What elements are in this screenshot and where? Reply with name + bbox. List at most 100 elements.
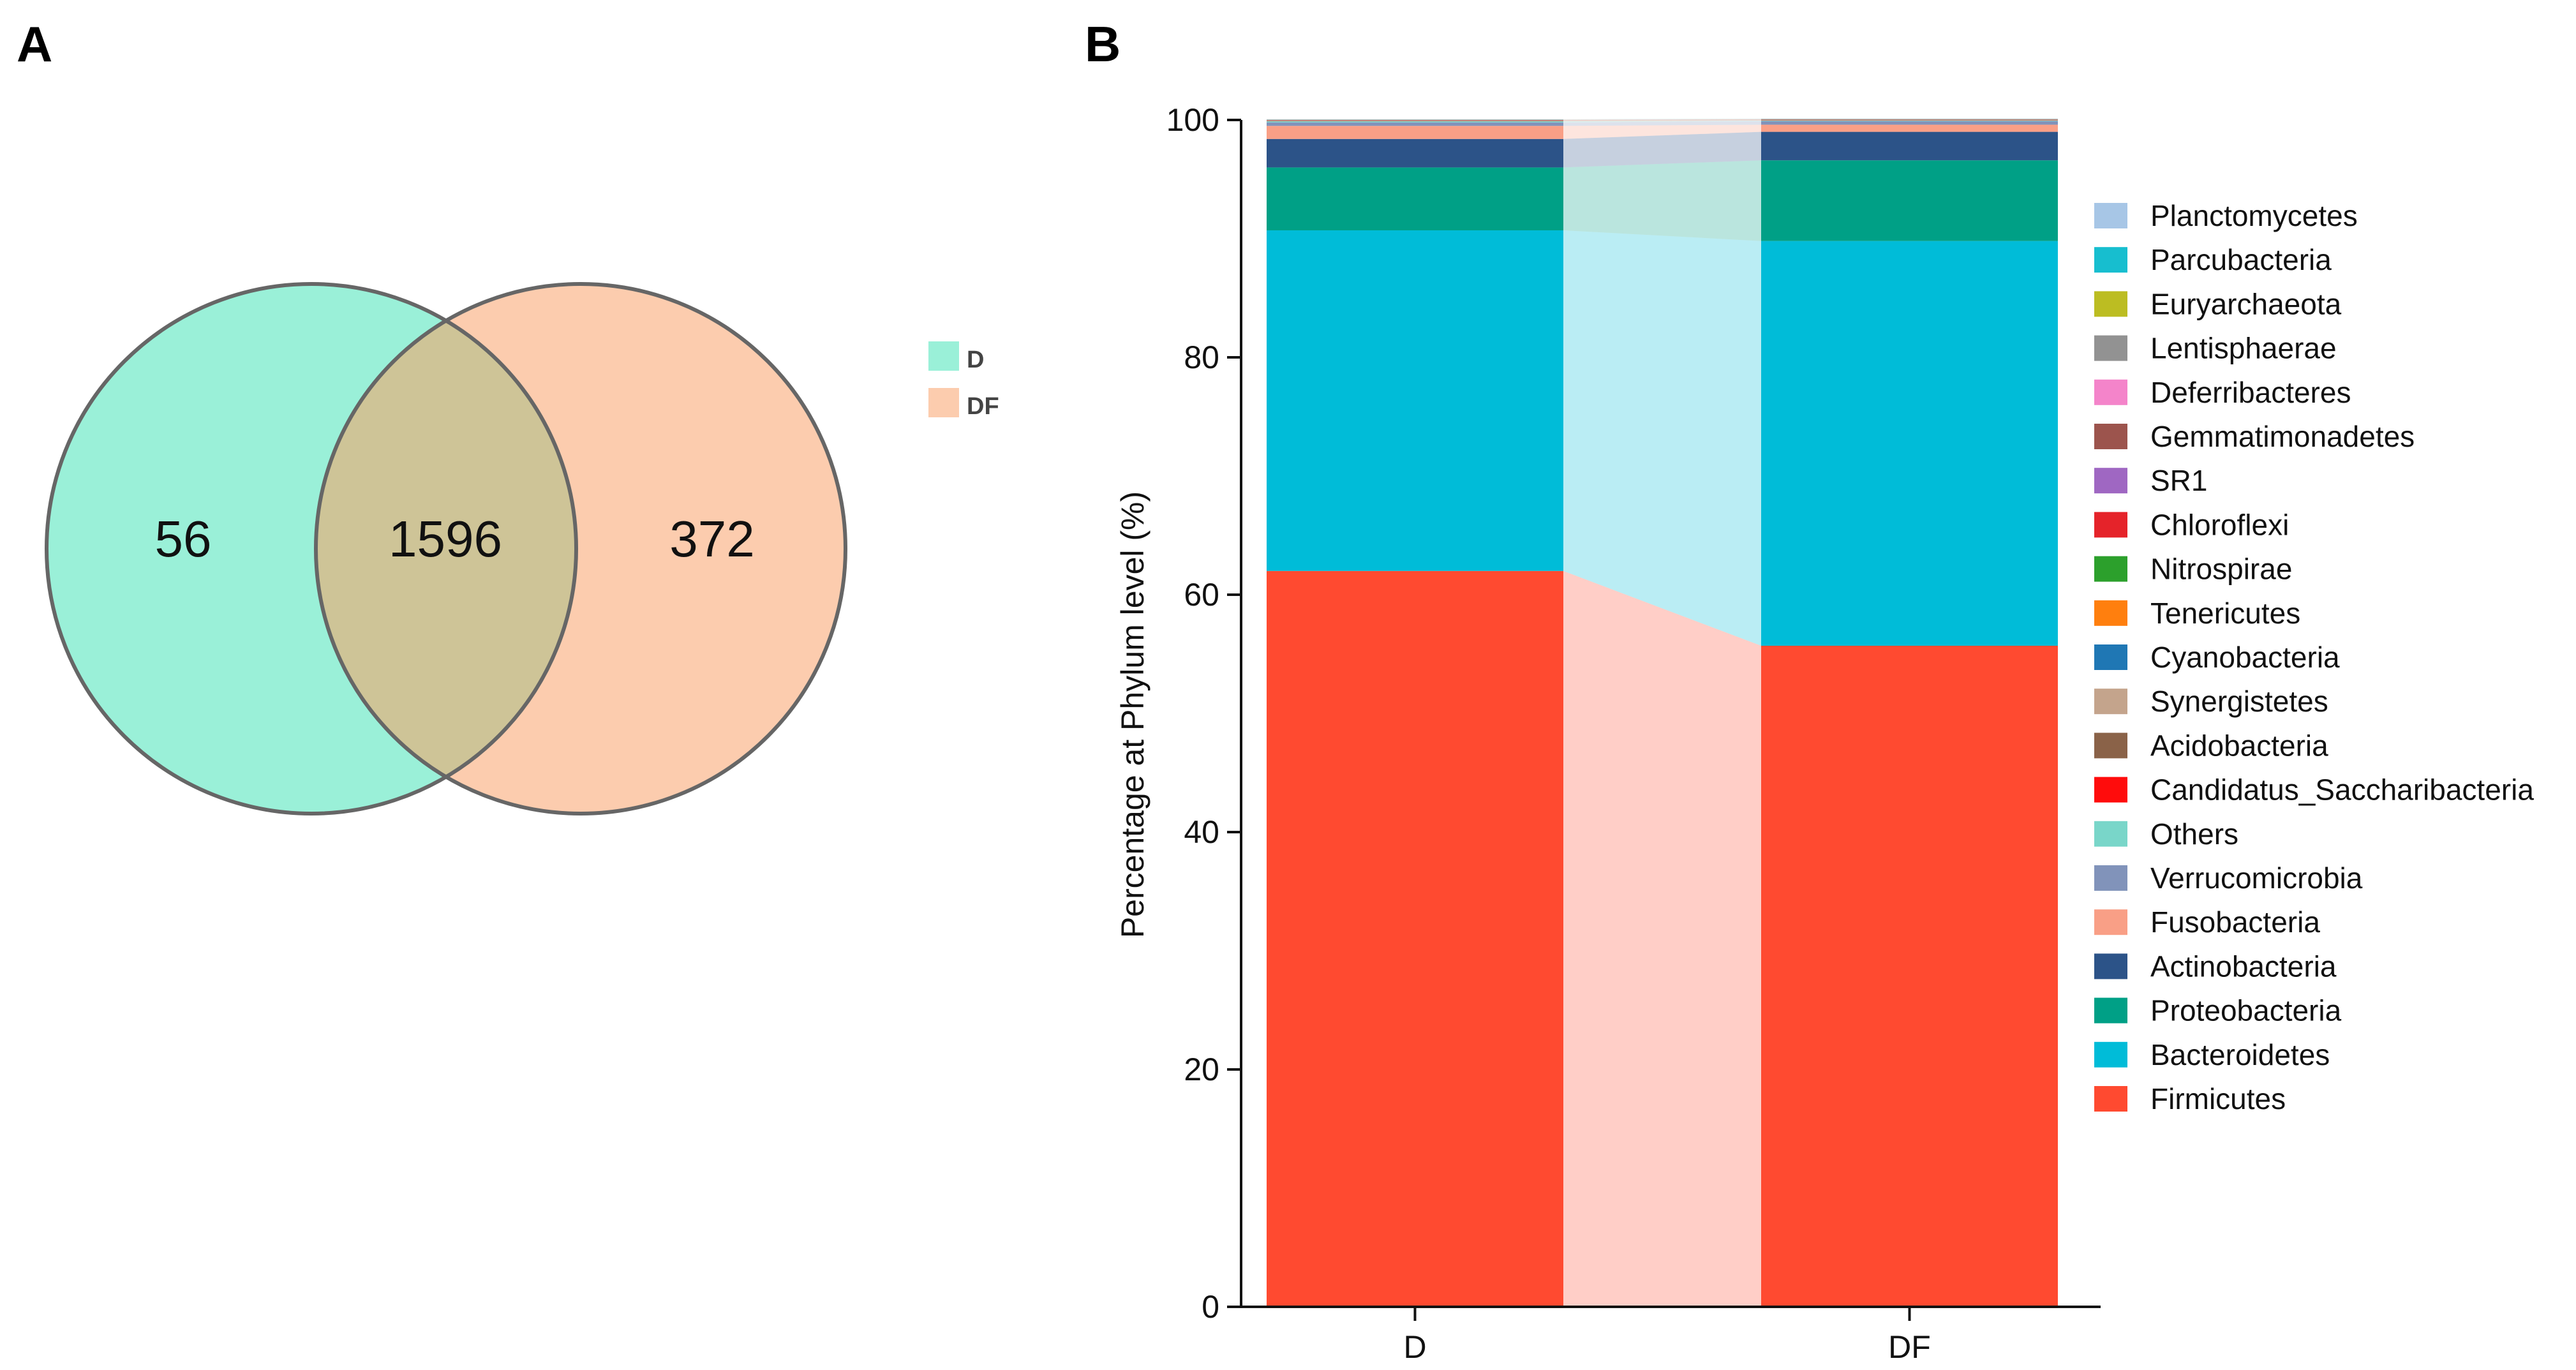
bar-df-fusobacteria	[1761, 124, 2058, 132]
bar-panel: B 0 20 40 60 80 100 D DF Percentage at Phylum le…	[1085, 16, 2534, 1365]
legend-swatch-lentisphaerae	[2094, 335, 2127, 361]
bar-d-bacteroidetes	[1267, 230, 1563, 571]
connector-gemmatimonadetes	[1563, 119, 1761, 120]
legend-label-verrucomicrobia: Verrucomicrobia	[2150, 861, 2363, 895]
legend-swatch-proteobacteria	[2094, 997, 2127, 1024]
connector-actinobacteria	[1563, 131, 1761, 168]
bar-df-proteobacteria	[1761, 160, 2058, 241]
legend: Planctomycetes Parcubacteria Euryarchaeota…	[2094, 199, 2534, 1115]
legend-swatch-cyanobacteria	[2094, 644, 2127, 670]
panel-b-label: B	[1085, 16, 1120, 72]
x-tick-label-d: D	[1403, 1329, 1426, 1365]
legend-swatch-deferribacteres	[2094, 379, 2127, 405]
connector-tenericutes	[1563, 119, 1761, 121]
legend-label-fusobacteria: Fusobacteria	[2150, 905, 2320, 939]
venn-outline-d	[45, 282, 578, 815]
connector-lentisphaerae	[1563, 119, 1761, 120]
venn-outline-df	[314, 282, 847, 815]
connector-chloroflexi	[1563, 119, 1761, 121]
bar-d-actinobacteria	[1267, 138, 1563, 168]
legend-swatch-verrucomicrobia	[2094, 865, 2127, 891]
venn-count-d-only: 56	[155, 510, 212, 567]
panel-a-label: A	[17, 16, 52, 72]
legend-label-acidobacteria: Acidobacteria	[2150, 729, 2328, 762]
legend-swatch-tenericutes	[2094, 600, 2127, 626]
legend-label-proteobacteria: Proteobacteria	[2150, 994, 2342, 1027]
connector-others	[1563, 120, 1761, 123]
bar-d-proteobacteria	[1267, 167, 1563, 230]
venn-count-intersection: 1596	[389, 510, 502, 567]
venn-legend-swatch-d	[928, 341, 959, 371]
legend-swatch-actinobacteria	[2094, 953, 2127, 979]
connector-firmicutes	[1563, 570, 1761, 1307]
connector-nitrospirae	[1563, 119, 1761, 121]
y-tick-label: 80	[1184, 339, 1219, 375]
connector-bacteroidetes	[1563, 230, 1761, 646]
bar-df-verrucomicrobia	[1761, 121, 2058, 125]
connector-verrucomicrobia	[1563, 121, 1761, 126]
legend-label-cyanobacteria: Cyanobacteria	[2150, 641, 2340, 674]
y-tick-label: 40	[1184, 814, 1219, 850]
legend-label-sr1: SR1	[2150, 464, 2207, 497]
legend-label-bacteroidetes: Bacteroidetes	[2150, 1038, 2330, 1071]
legend-swatch-others	[2094, 821, 2127, 847]
y-tick-label: 20	[1184, 1052, 1219, 1087]
legend-label-candidatus-saccharibacteria: Candidatus_Saccharibacteria	[2150, 773, 2534, 807]
connector-proteobacteria	[1563, 160, 1761, 241]
legend-swatch-chloroflexi	[2094, 512, 2127, 538]
connector-deferribacteres	[1563, 119, 1761, 120]
legend-label-actinobacteria: Actinobacteria	[2150, 949, 2337, 983]
bar-df-bacteroidetes	[1761, 241, 2058, 646]
legend-swatch-acidobacteria	[2094, 733, 2127, 759]
bar-df-firmicutes	[1761, 645, 2058, 1307]
legend-label-parcubacteria: Parcubacteria	[2150, 243, 2332, 276]
y-tick-label: 100	[1166, 102, 1219, 138]
bar-d-verrucomicrobia	[1267, 122, 1563, 126]
legend-swatch-synergistetes	[2094, 689, 2127, 715]
legend-swatch-sr1	[2094, 468, 2127, 494]
legend-swatch-candidatus-saccharibacteria	[2094, 777, 2127, 803]
legend-label-others: Others	[2150, 817, 2238, 851]
axes: 0 20 40 60 80 100 D DF Percentage at Phylum leve…	[1115, 102, 2101, 1365]
connector-fusobacteria	[1563, 124, 1761, 139]
venn-overlap	[316, 284, 576, 814]
legend-swatch-nitrospirae	[2094, 556, 2127, 582]
bar-d-firmicutes	[1267, 570, 1563, 1307]
legend-label-firmicutes: Firmicutes	[2150, 1082, 2286, 1115]
venn-count-df-only: 372	[669, 510, 754, 567]
legend-swatch-planctomycetes	[2094, 203, 2127, 228]
y-axis-title: Percentage at Phylum level (%)	[1115, 491, 1150, 938]
legend-label-euryarchaeota: Euryarchaeota	[2150, 287, 2342, 320]
legend-label-deferribacteres: Deferribacteres	[2150, 376, 2351, 409]
x-tick-label-df: DF	[1888, 1329, 1931, 1365]
connector-sr1	[1563, 119, 1761, 121]
legend-label-gemmatimonadetes: Gemmatimonadetes	[2150, 420, 2415, 453]
bar-df-actinobacteria	[1761, 131, 2058, 161]
legend-swatch-parcubacteria	[2094, 247, 2127, 273]
venn-legend-swatch-df	[928, 388, 959, 417]
venn-legend: D DF	[928, 341, 999, 420]
legend-label-lentisphaerae: Lentisphaerae	[2150, 332, 2337, 365]
legend-label-synergistetes: Synergistetes	[2150, 685, 2328, 718]
connector-synergistetes	[1563, 120, 1761, 121]
legend-swatch-firmicutes	[2094, 1086, 2127, 1112]
y-tick-label: 0	[1202, 1289, 1219, 1325]
legend-swatch-bacteroidetes	[2094, 1041, 2127, 1068]
legend-label-nitrospirae: Nitrospirae	[2150, 553, 2292, 586]
connector-cyanobacteria	[1563, 119, 1761, 121]
y-tick-label: 60	[1184, 577, 1219, 613]
venn-panel: A 56 1596 372 D DF	[17, 16, 999, 815]
bar-d-fusobacteria	[1267, 126, 1563, 139]
legend-label-tenericutes: Tenericutes	[2150, 597, 2300, 630]
legend-label-planctomycetes: Planctomycetes	[2150, 199, 2358, 232]
plot-area	[1267, 118, 2058, 1307]
legend-swatch-fusobacteria	[2094, 909, 2127, 935]
legend-label-chloroflexi: Chloroflexi	[2150, 508, 2289, 541]
venn-legend-label-df: DF	[967, 393, 999, 420]
legend-swatch-gemmatimonadetes	[2094, 424, 2127, 449]
bar-d-others	[1267, 121, 1563, 123]
connector-acidobacteria	[1563, 120, 1761, 121]
venn-legend-label-d: D	[967, 346, 984, 373]
legend-swatch-euryarchaeota	[2094, 291, 2127, 317]
